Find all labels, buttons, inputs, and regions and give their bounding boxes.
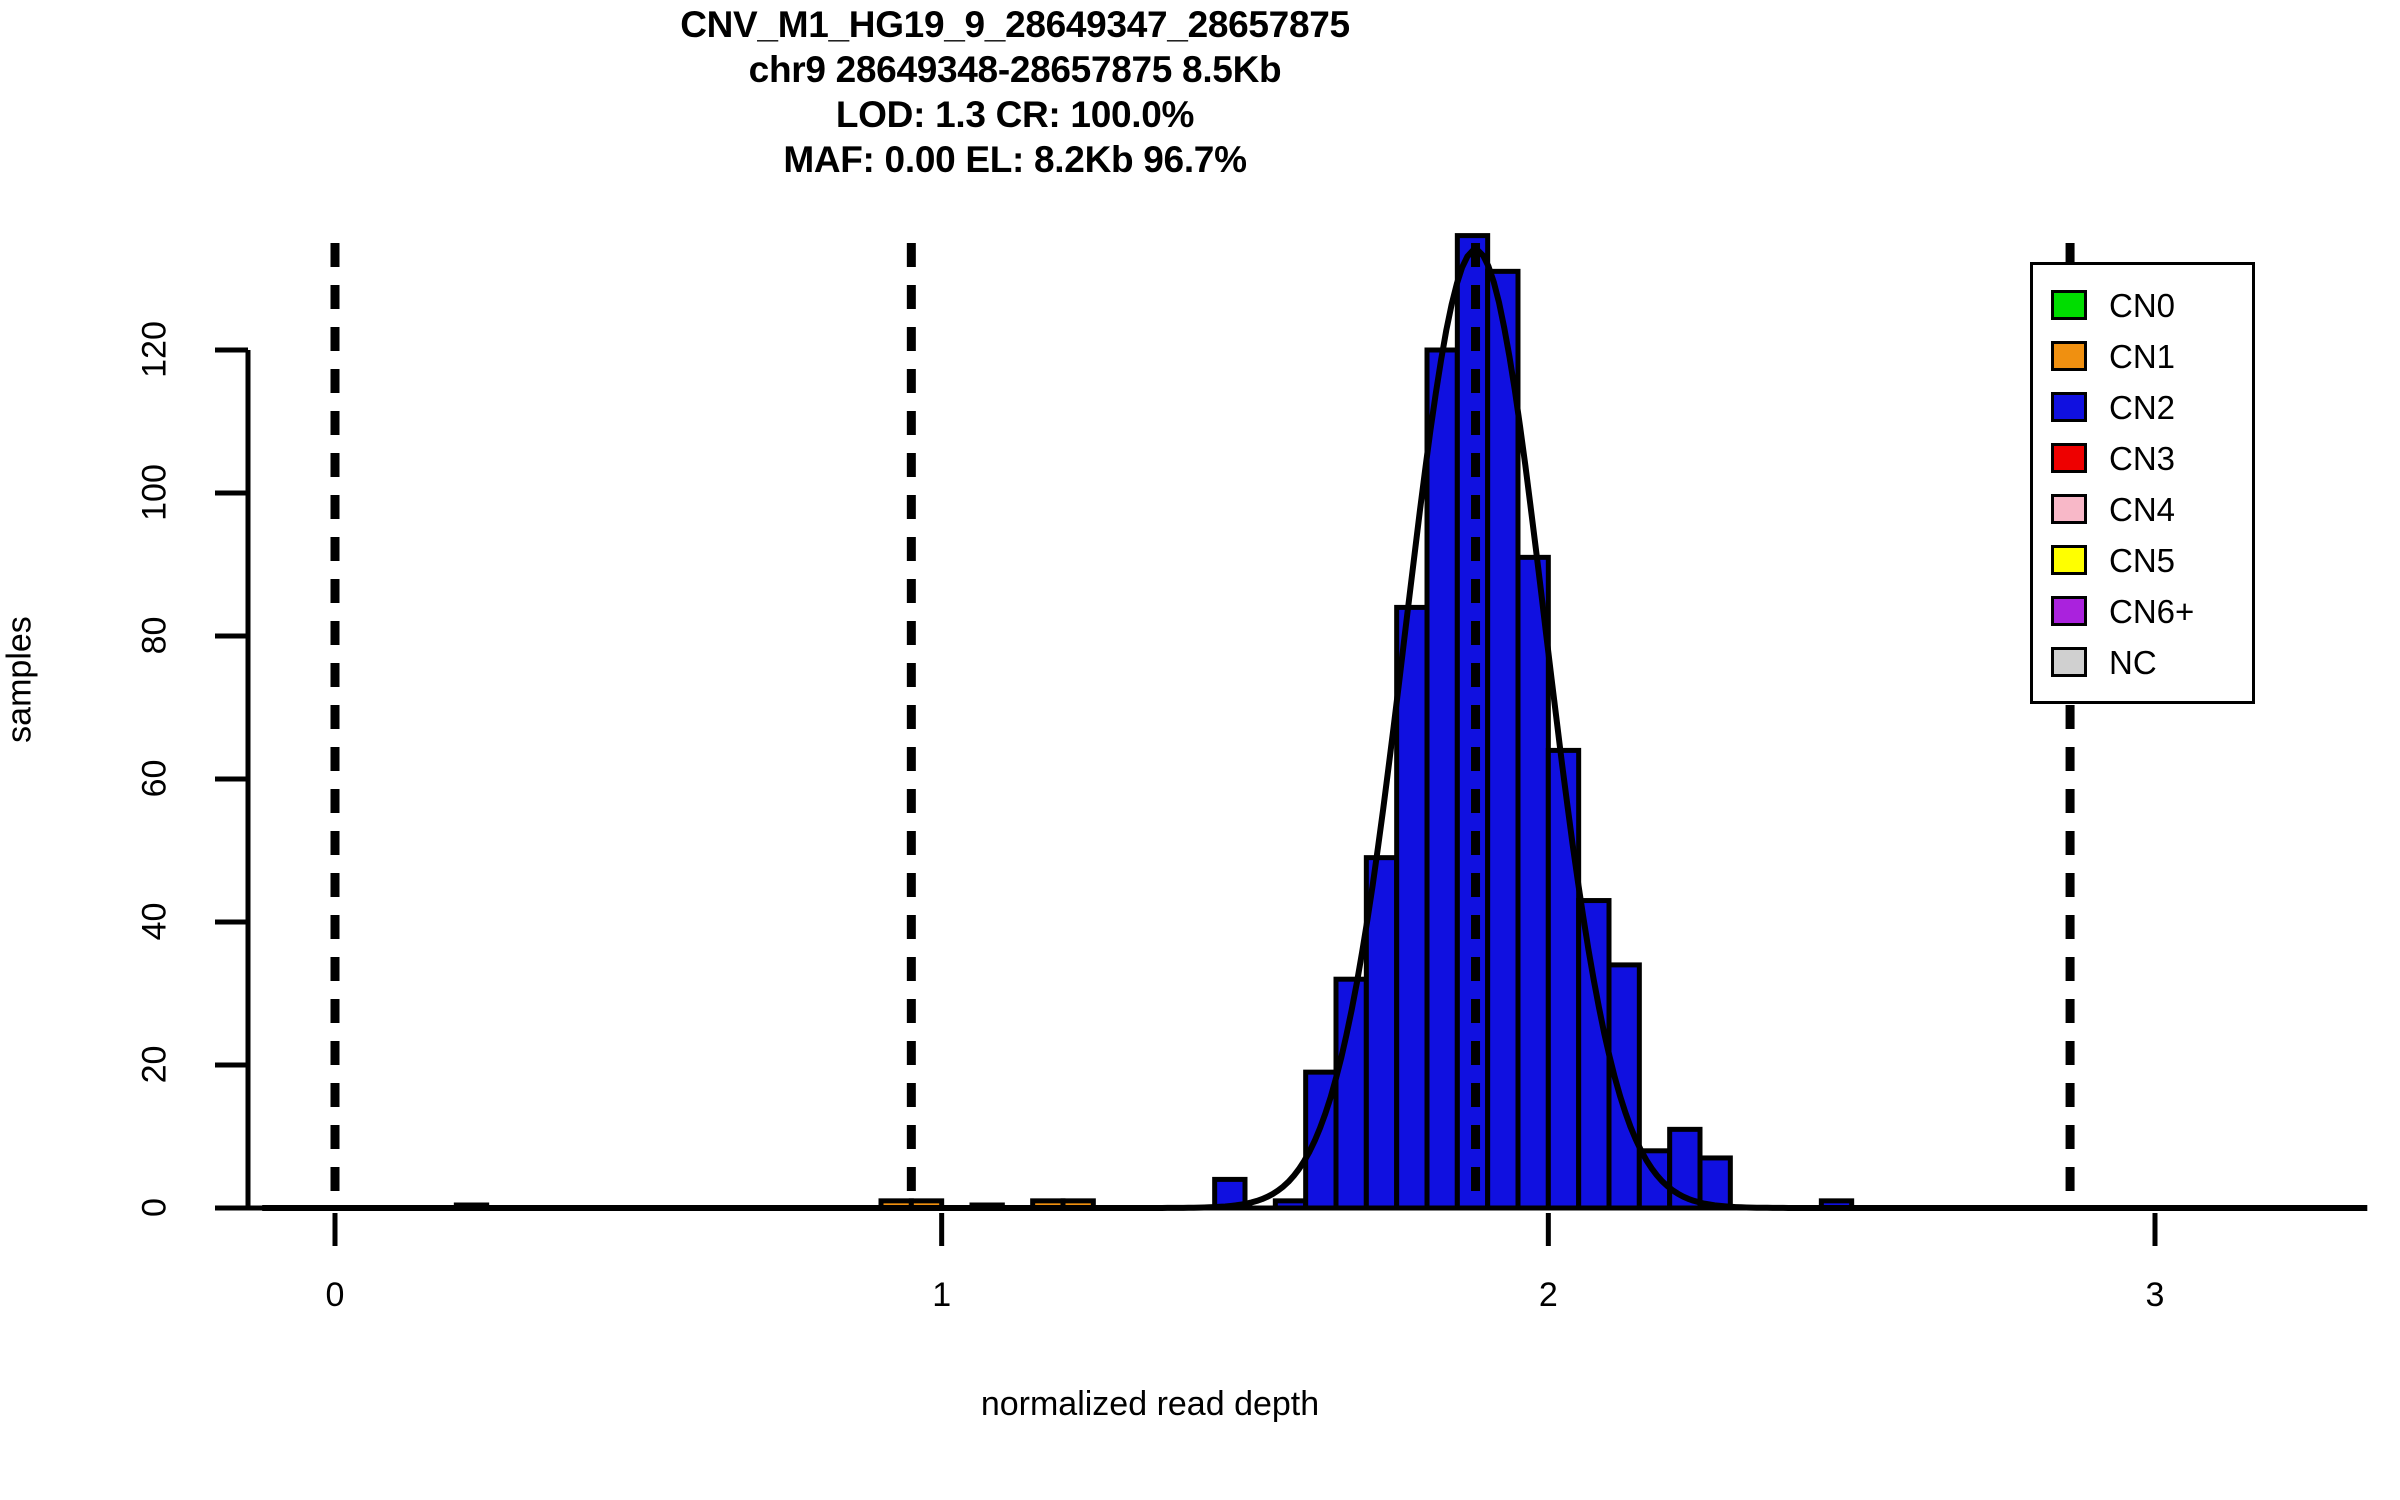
histogram-bar xyxy=(1485,268,1521,1211)
copy-number-legend: CN0 CN1 CN2 CN3 CN4 CN5 CN6+ NC xyxy=(2030,262,2255,704)
plot-title: CNV_M1_HG19_9_28649347_28657875 chr9 286… xyxy=(0,2,2030,182)
legend-item-cn6plus[interactable]: CN6+ xyxy=(2051,589,2194,633)
legend-item-cn0[interactable]: CN0 xyxy=(2051,283,2175,327)
histogram-bar xyxy=(1576,898,1612,1211)
x-tick-label: 1 xyxy=(932,1276,952,1314)
legend-label: CN5 xyxy=(2109,541,2176,579)
x-tick-label: 0 xyxy=(325,1276,345,1314)
y-tick-label: 40 xyxy=(135,902,174,941)
legend-swatch-icon xyxy=(2051,545,2087,575)
legend-swatch-icon xyxy=(2051,647,2087,677)
legend-swatch-icon xyxy=(2051,596,2087,626)
legend-label: CN4 xyxy=(2109,490,2176,528)
y-axis-ticks xyxy=(215,347,248,1211)
x-axis-title: normalized read depth xyxy=(980,1385,1320,1423)
histogram-bars xyxy=(453,233,1855,1211)
x-tick-label: 2 xyxy=(1538,1276,1558,1314)
histogram-bar xyxy=(1606,962,1642,1211)
x-tick-label: 3 xyxy=(2145,1276,2165,1314)
legend-label: CN1 xyxy=(2109,337,2176,375)
title-line-3: LOD: 1.3 CR: 100.0% xyxy=(835,94,1195,135)
histogram-bar xyxy=(1697,1155,1733,1211)
legend-swatch-icon xyxy=(2051,494,2087,524)
histogram-bar xyxy=(1515,554,1551,1211)
axes xyxy=(215,347,2305,1246)
histogram-bar xyxy=(1394,604,1430,1211)
y-tick-label: 120 xyxy=(135,321,174,378)
legend-swatch-icon xyxy=(2051,443,2087,473)
legend-label: CN2 xyxy=(2109,388,2176,426)
y-axis-title: samples xyxy=(0,616,39,743)
y-tick-label: 60 xyxy=(135,759,174,798)
legend-item-cn1[interactable]: CN1 xyxy=(2051,334,2175,378)
histogram-bar xyxy=(1424,347,1460,1211)
legend-swatch-icon xyxy=(2051,290,2087,320)
title-line-2: chr9 28649348-28657875 8.5Kb xyxy=(748,49,1282,90)
x-axis-ticks xyxy=(332,1213,2158,1246)
legend-item-cn3[interactable]: CN3 xyxy=(2051,436,2175,480)
title-line-1: CNV_M1_HG19_9_28649347_28657875 xyxy=(680,4,1350,45)
legend-label: CN3 xyxy=(2109,439,2176,477)
threshold-lines xyxy=(330,243,2075,1208)
legend-item-cn5[interactable]: CN5 xyxy=(2051,538,2175,582)
legend-item-cn2[interactable]: CN2 xyxy=(2051,385,2175,429)
y-tick-label: 80 xyxy=(135,616,174,655)
y-tick-label: 20 xyxy=(135,1045,174,1084)
legend-label: CN6+ xyxy=(2109,592,2195,630)
y-tick-label: 0 xyxy=(135,1198,174,1217)
legend-swatch-icon xyxy=(2051,392,2087,422)
legend-item-cn4[interactable]: CN4 xyxy=(2051,487,2175,531)
legend-label: NC xyxy=(2109,643,2157,681)
y-tick-label: 100 xyxy=(135,464,174,521)
legend-swatch-icon xyxy=(2051,341,2087,371)
legend-item-nc[interactable]: NC xyxy=(2051,640,2157,684)
legend-label: CN0 xyxy=(2109,286,2176,324)
histogram-bar xyxy=(1545,747,1582,1211)
title-line-4: MAF: 0.00 EL: 8.2Kb 96.7% xyxy=(783,139,1247,180)
